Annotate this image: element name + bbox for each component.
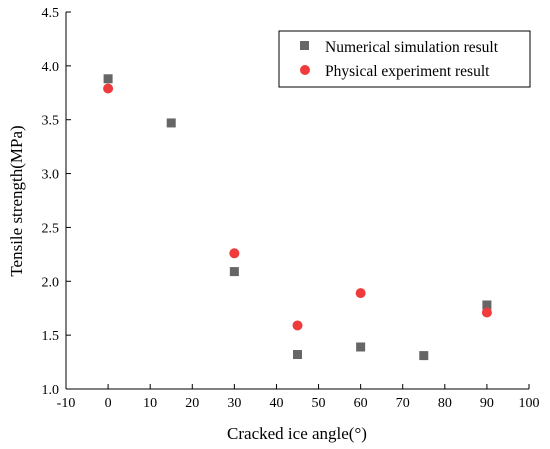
legend-box — [278, 30, 531, 88]
y-tick-label: 4.0 — [42, 60, 60, 75]
x-tick-label: 40 — [269, 396, 283, 411]
x-tick-label: 60 — [354, 396, 368, 411]
x-ticks: -10 0 10 20 30 40 50 60 70 80 90 100 — [57, 384, 540, 411]
y-axis-title: Tensile strength(MPa) — [7, 125, 26, 276]
y-tick-label: 1.5 — [42, 329, 60, 344]
y-ticks: 1.0 1.5 2.0 2.5 3.0 3.5 4.0 4.5 — [42, 6, 71, 398]
point-numerical-simulation — [166, 118, 176, 128]
x-tick-label: 90 — [480, 396, 494, 411]
point-physical-experiment — [355, 288, 366, 299]
x-tick-label: -10 — [57, 396, 76, 411]
point-physical-experiment — [229, 248, 240, 259]
x-tick-label: 50 — [312, 396, 326, 411]
legend-marker-numerical — [300, 41, 309, 50]
point-numerical-simulation — [103, 74, 113, 84]
y-tick-label: 2.0 — [42, 275, 60, 290]
y-tick-label: 3.0 — [42, 168, 60, 183]
legend-marker-physical — [300, 65, 310, 75]
point-numerical-simulation — [293, 350, 302, 360]
x-tick-label: 0 — [105, 396, 112, 411]
x-tick-label: 70 — [396, 396, 410, 411]
x-tick-label: 20 — [185, 396, 199, 411]
x-tick-label: 100 — [519, 396, 540, 411]
x-tick-label: 30 — [227, 396, 241, 411]
x-axis-title: Cracked ice angle(°) — [227, 424, 367, 443]
y-tick-label: 4.5 — [42, 6, 60, 21]
data-points — [103, 74, 492, 361]
point-numerical-simulation — [482, 300, 492, 310]
point-numerical-simulation — [229, 267, 239, 277]
point-numerical-simulation — [419, 351, 429, 361]
legend-label-numerical: Numerical simulation result — [325, 39, 499, 56]
x-tick-label: 10 — [143, 396, 157, 411]
point-physical-experiment — [292, 320, 303, 331]
y-tick-label: 1.0 — [42, 383, 60, 398]
point-physical-experiment — [481, 307, 492, 318]
point-physical-experiment — [103, 83, 114, 94]
x-tick-label: 80 — [438, 396, 452, 411]
point-numerical-simulation — [356, 342, 366, 352]
legend-label-physical: Physical experiment result — [325, 63, 490, 80]
y-tick-label: 3.5 — [42, 114, 60, 129]
axes — [65, 12, 529, 390]
legend: Numerical simulation result Physical exp… — [278, 30, 531, 88]
y-tick-label: 2.5 — [42, 221, 60, 236]
